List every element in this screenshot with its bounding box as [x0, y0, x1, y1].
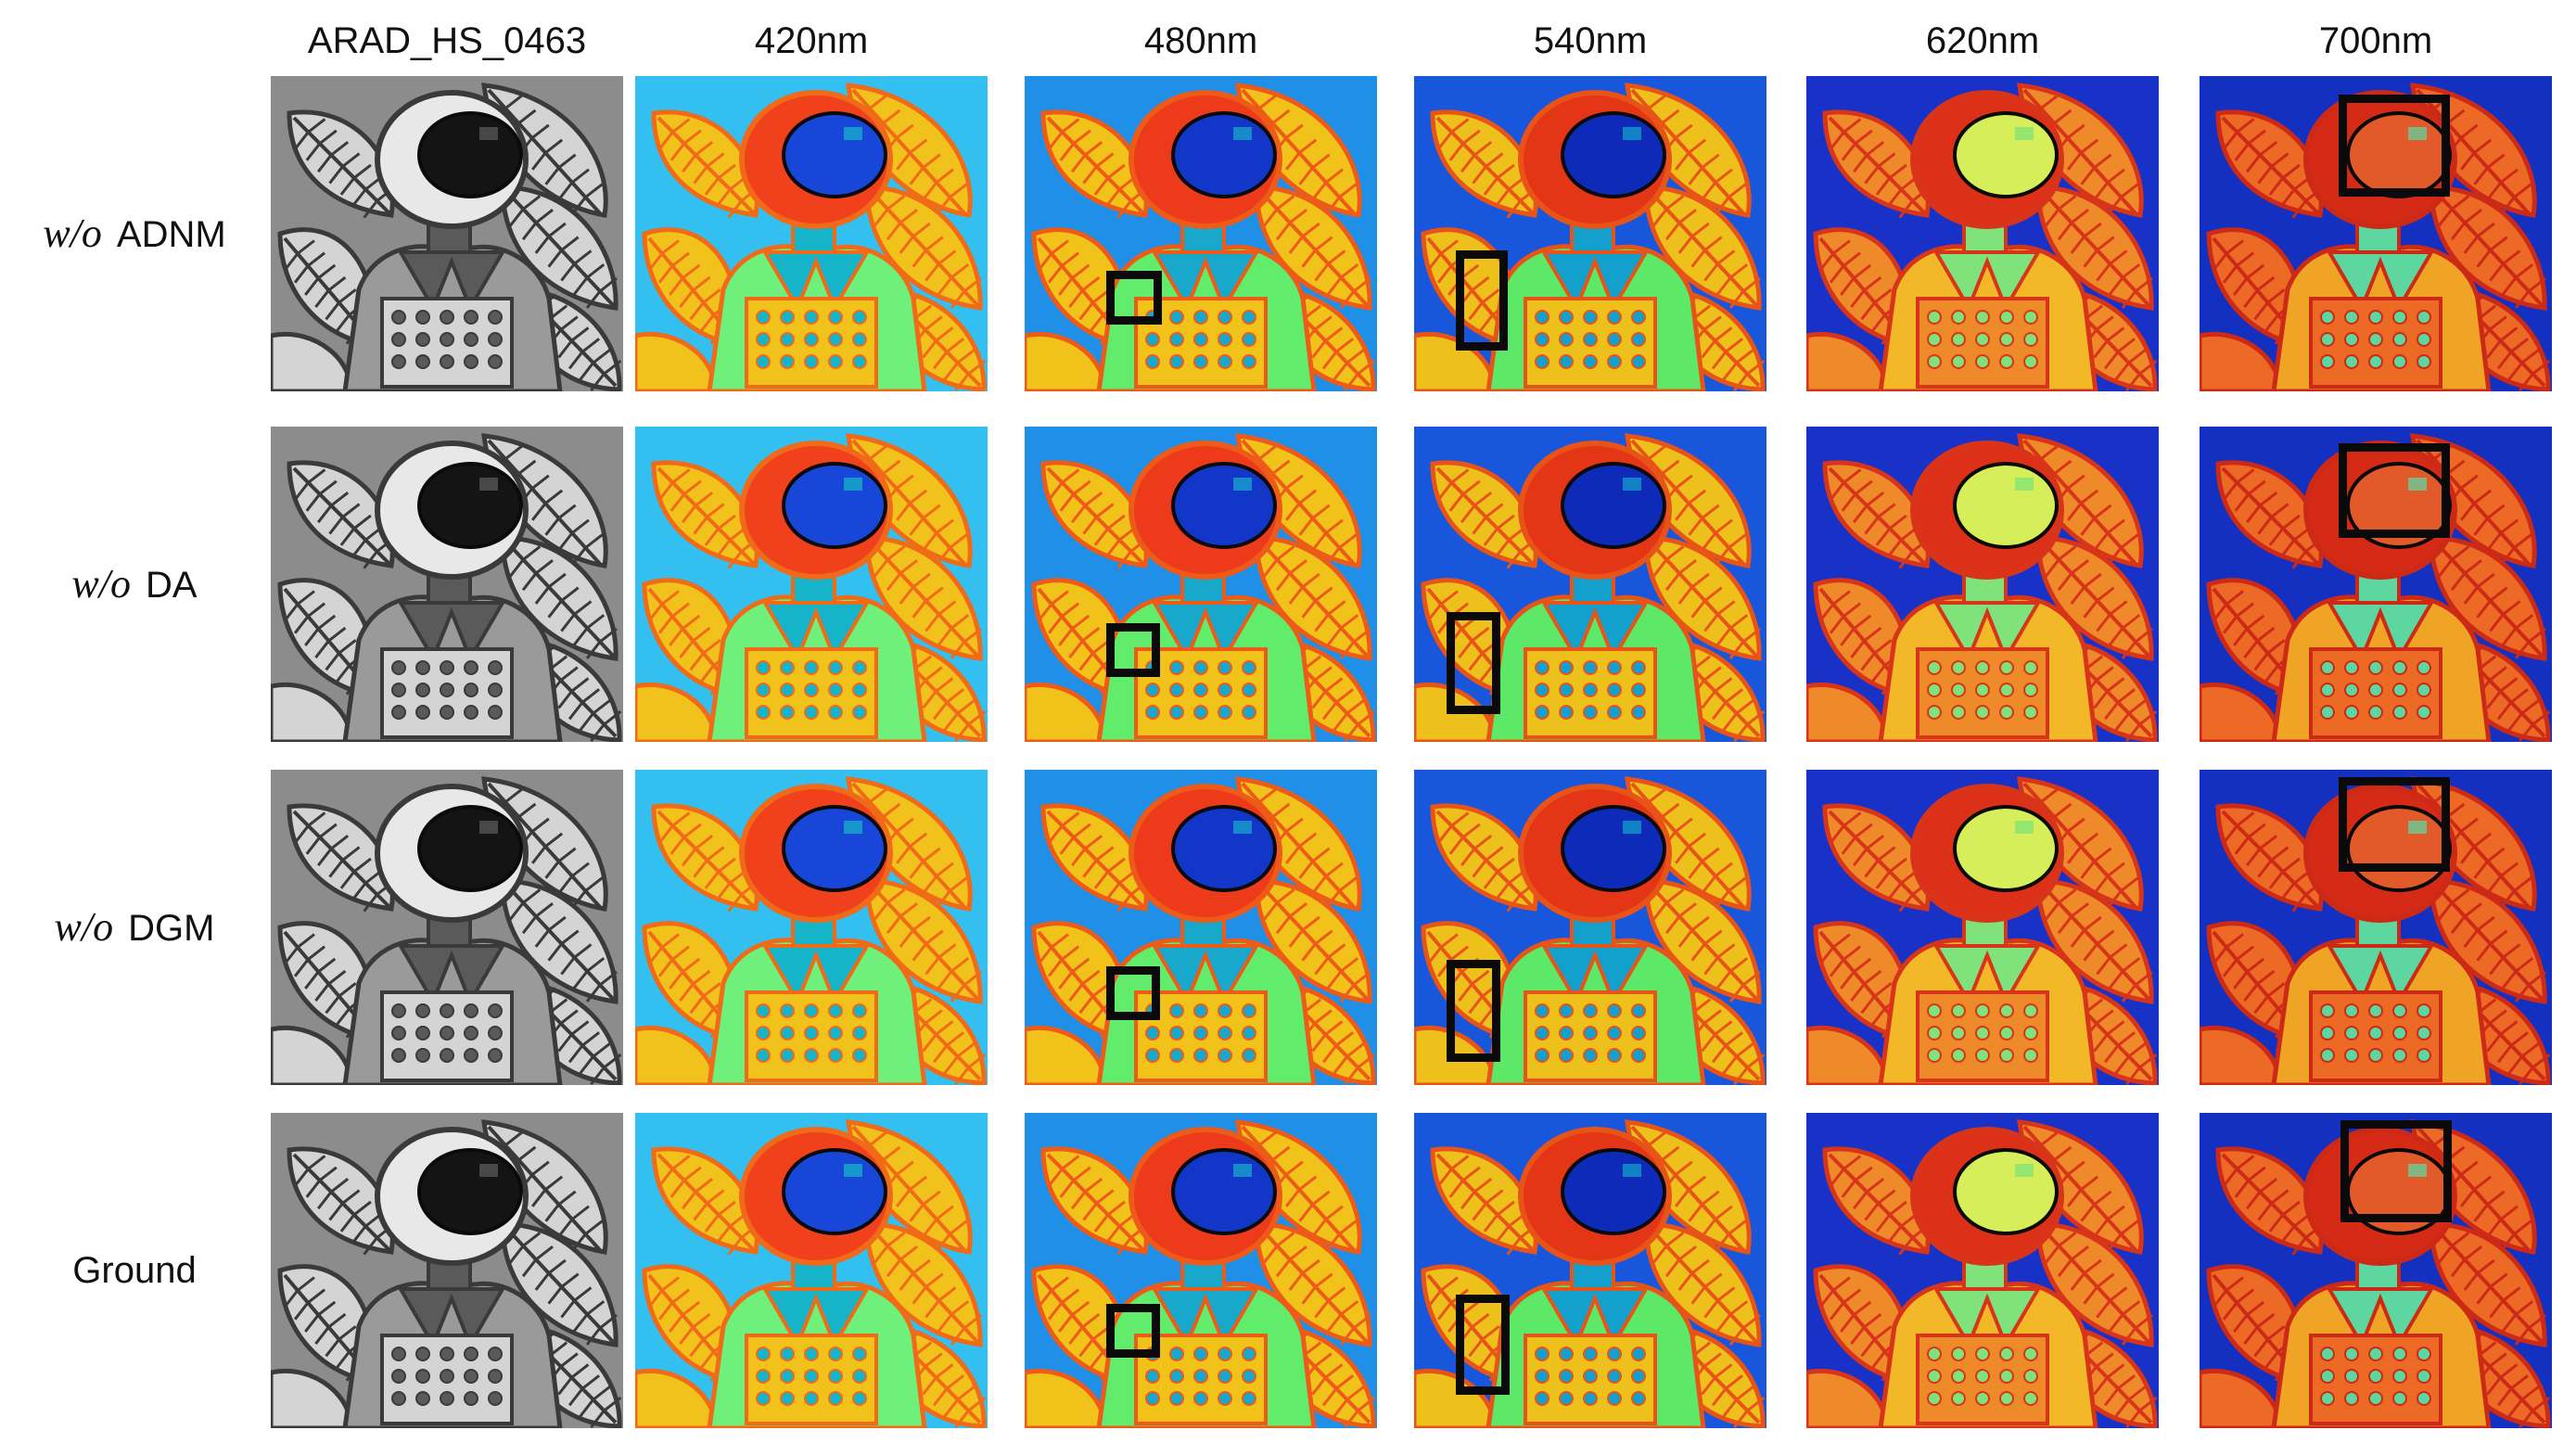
- row-label-name: Ground: [72, 1250, 197, 1291]
- spectral-band-image: [2200, 770, 2552, 1085]
- spectral-band-image: [1806, 770, 2159, 1085]
- row-label-prefix: w/o: [71, 561, 131, 607]
- grayscale-image: [271, 76, 623, 391]
- spectral-band-image: [1025, 770, 1377, 1085]
- highlight-box: [1106, 623, 1160, 677]
- grayscale-image: [271, 770, 623, 1085]
- spectral-band-image: [1414, 427, 1766, 742]
- row-label-name: DA: [146, 565, 198, 606]
- row-label-name: DGM: [128, 908, 215, 949]
- highlight-box: [1106, 271, 1162, 325]
- spectral-band-image: [1806, 427, 2159, 742]
- highlight-box: [2339, 443, 2450, 538]
- spectral-band-image: [1806, 76, 2159, 391]
- spectral-band-image: [1414, 770, 1766, 1085]
- column-header: 620nm: [1925, 20, 2040, 61]
- column-header: 480nm: [1143, 20, 1258, 61]
- spectral-band-image: [2200, 76, 2552, 391]
- spectral-band-image: [1025, 76, 1377, 391]
- row-label: w/o DA: [9, 547, 260, 621]
- highlight-box: [1456, 250, 1508, 351]
- row-label: w/o DGM: [9, 890, 260, 964]
- highlight-box: [1106, 966, 1160, 1020]
- highlight-box: [1447, 960, 1500, 1062]
- row-label: w/o ADNM: [9, 197, 260, 271]
- highlight-box: [2340, 1120, 2452, 1222]
- row-label-prefix: w/o: [43, 211, 102, 256]
- row-label-prefix: w/o: [54, 904, 114, 950]
- spectral-band-image: [1414, 1113, 1766, 1428]
- spectral-band-image: [1025, 427, 1377, 742]
- column-header: ARAD_HS_0463: [307, 20, 587, 61]
- spectral-band-image: [635, 427, 988, 742]
- column-header: 420nm: [754, 20, 869, 61]
- row-label-name: ADNM: [116, 214, 226, 255]
- highlight-box: [1106, 1304, 1160, 1358]
- spectral-band-image: [1806, 1113, 2159, 1428]
- grayscale-image: [271, 427, 623, 742]
- column-header: 540nm: [1533, 20, 1648, 61]
- grayscale-image: [271, 1113, 623, 1428]
- row-label: Ground: [9, 1233, 260, 1308]
- highlight-box: [1456, 1295, 1510, 1395]
- spectral-band-image: [1414, 76, 1766, 391]
- spectral-band-image: [2200, 427, 2552, 742]
- spectral-band-image: [635, 76, 988, 391]
- spectral-band-image: [2200, 1113, 2552, 1428]
- highlight-box: [2339, 95, 2450, 197]
- column-header: 700nm: [2318, 20, 2433, 61]
- highlight-box: [1447, 612, 1500, 714]
- spectral-band-image: [1025, 1113, 1377, 1428]
- highlight-box: [2339, 777, 2450, 872]
- spectral-band-image: [635, 1113, 988, 1428]
- spectral-band-image: [635, 770, 988, 1085]
